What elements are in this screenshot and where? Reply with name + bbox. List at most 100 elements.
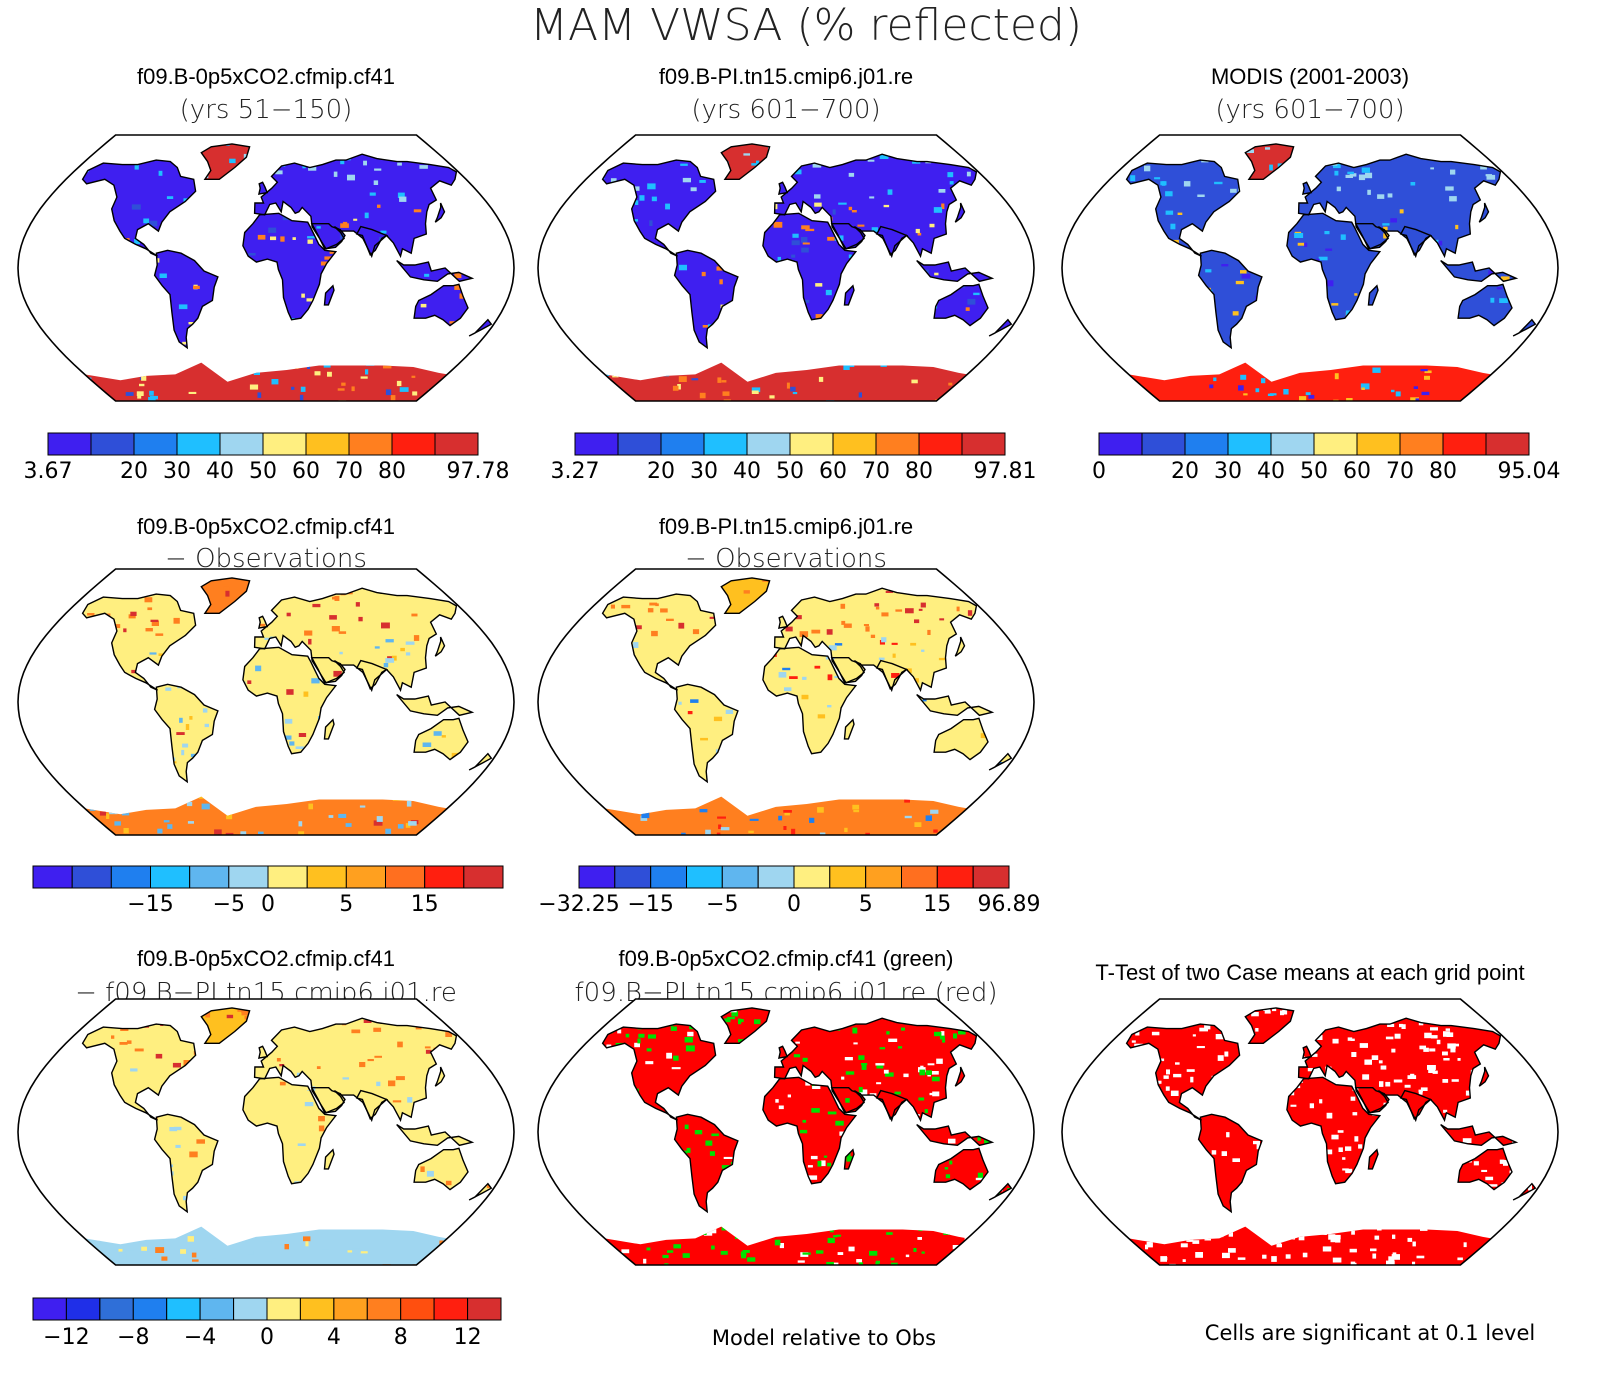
colorbar-swatch bbox=[660, 432, 705, 456]
colorbar-swatch bbox=[1098, 432, 1143, 456]
colorbar-tick-label: 20 bbox=[120, 459, 148, 484]
colorbar-swatch bbox=[972, 865, 1010, 889]
colorbar-swatch bbox=[829, 865, 867, 889]
colorbar-swatch bbox=[400, 1297, 435, 1321]
colorbar-swatch bbox=[305, 432, 350, 456]
colorbar-tick-label: 8 bbox=[394, 1325, 408, 1350]
colorbar-tick-label: 0 bbox=[260, 1325, 274, 1350]
colorbar-tick-label: 60 bbox=[819, 459, 847, 484]
landmass-greenland bbox=[721, 1007, 770, 1044]
colorbar-swatch bbox=[110, 865, 152, 889]
landmass-samerica bbox=[154, 250, 218, 348]
colorbar-swatch bbox=[199, 1297, 235, 1321]
landmass-madagascar bbox=[1368, 1149, 1378, 1169]
colorbar-swatch bbox=[166, 1297, 201, 1321]
colorbar-swatch bbox=[918, 432, 963, 456]
colorbar-swatch bbox=[1485, 432, 1530, 456]
colorbar-tick-label: 5 bbox=[339, 892, 353, 917]
colorbar-swatch bbox=[366, 1297, 402, 1321]
colorbar-tick-label: 20 bbox=[1171, 459, 1199, 484]
colorbar-swatch bbox=[90, 432, 135, 456]
significance-note: Cells are significant at 0.1 level bbox=[1205, 1321, 1535, 1345]
colorbar-swatch bbox=[703, 432, 748, 456]
colorbar-tick-label: −5 bbox=[213, 892, 245, 917]
panel-title: f09.B-0p5xCO2.cfmip.cf41 bbox=[137, 64, 395, 89]
landmass-india bbox=[356, 1090, 387, 1119]
landmass-australia bbox=[934, 718, 988, 760]
landmass-arabia bbox=[831, 657, 865, 683]
colorbar-swatch bbox=[266, 1297, 301, 1321]
landmass-africa bbox=[1286, 213, 1380, 320]
colorbar-swatch bbox=[901, 865, 938, 889]
landmass-uk bbox=[778, 1046, 788, 1059]
map-panel bbox=[537, 134, 1035, 402]
landmass-namerica bbox=[82, 1024, 196, 1121]
colorbar-tick-label: −4 bbox=[184, 1325, 216, 1350]
map-panel bbox=[537, 568, 1035, 836]
colorbar-swatch bbox=[789, 432, 834, 456]
panel-title: f09.B-PI.tn15.cmip6.j01.re bbox=[659, 64, 913, 89]
landmass-uk bbox=[1302, 1046, 1312, 1059]
colorbar-swatch bbox=[936, 865, 974, 889]
colorbar-swatch bbox=[262, 432, 307, 456]
colorbar-swatch bbox=[1313, 432, 1358, 456]
landmass-uk bbox=[778, 182, 788, 195]
relative-note: Model relative to Obs bbox=[712, 1326, 936, 1350]
colorbar-tick-label: 30 bbox=[690, 459, 718, 484]
colorbar-tick-label: 30 bbox=[1214, 459, 1242, 484]
map-border bbox=[17, 998, 515, 1266]
landmass-samerica bbox=[674, 684, 738, 782]
colorbar-tick-label: 80 bbox=[905, 459, 933, 484]
colorbar-swatch bbox=[746, 432, 791, 456]
colorbar-swatch bbox=[463, 865, 504, 889]
landmass-antarctica bbox=[604, 796, 968, 835]
landmass-greenland bbox=[721, 577, 770, 614]
landmass-samerica bbox=[154, 684, 218, 782]
map-border bbox=[537, 998, 1035, 1266]
panel-title: f09.B-0p5xCO2.cfmip.cf41 bbox=[137, 514, 395, 539]
landmass-arabia bbox=[311, 1087, 345, 1113]
landmass-eurasia bbox=[254, 1018, 457, 1121]
map-panel bbox=[17, 134, 515, 402]
map-border bbox=[1061, 134, 1559, 402]
colorbar-tick-label: 40 bbox=[733, 459, 761, 484]
colorbar-tick-label: −12 bbox=[43, 1325, 89, 1350]
colorbar-swatch bbox=[133, 432, 178, 456]
colorbar-swatch bbox=[228, 865, 269, 889]
landmass-arabia bbox=[1355, 1087, 1389, 1113]
landmass-australia bbox=[1458, 1148, 1512, 1190]
landmass-samerica bbox=[1198, 1114, 1262, 1212]
landmass-australia bbox=[934, 1148, 988, 1190]
landmass-eurasia bbox=[254, 588, 457, 691]
landmass-antarctica bbox=[84, 362, 448, 401]
colorbar-tick-label: −5 bbox=[706, 892, 738, 917]
map-panel bbox=[1061, 134, 1559, 402]
colorbar-tick-label: −32.25 bbox=[538, 892, 619, 917]
colorbar-swatch bbox=[65, 1297, 101, 1321]
colorbar-tick-label: 80 bbox=[378, 459, 406, 484]
map-border bbox=[1061, 998, 1559, 1266]
landmass-uk bbox=[258, 182, 268, 195]
landmass-australia bbox=[1458, 284, 1512, 326]
colorbar-swatch bbox=[424, 865, 465, 889]
colorbar-tick-label: 96.89 bbox=[978, 892, 1041, 917]
landmass-eurasia bbox=[774, 1018, 977, 1121]
landmass-india bbox=[356, 660, 387, 689]
colorbar-tick-label: 70 bbox=[1386, 459, 1414, 484]
landmass-eurasia bbox=[774, 588, 977, 691]
landmass-africa bbox=[762, 1077, 856, 1184]
colorbar-swatch bbox=[1184, 432, 1229, 456]
colorbar-tick-label: 15 bbox=[411, 892, 439, 917]
landmass-namerica bbox=[602, 594, 716, 691]
colorbar-tick-label: 3.27 bbox=[551, 459, 600, 484]
panel-title: T-Test of two Case means at each grid po… bbox=[1095, 960, 1524, 985]
colorbar-swatch bbox=[574, 432, 619, 456]
landmass-africa bbox=[242, 647, 336, 754]
colorbar-tick-label: 0 bbox=[787, 892, 801, 917]
colorbar-swatch bbox=[578, 865, 616, 889]
landmass-antarctica bbox=[84, 796, 448, 835]
map-border bbox=[17, 568, 515, 836]
colorbar-tick-label: 20 bbox=[647, 459, 675, 484]
colorbar-tick-label: 97.78 bbox=[447, 459, 510, 484]
